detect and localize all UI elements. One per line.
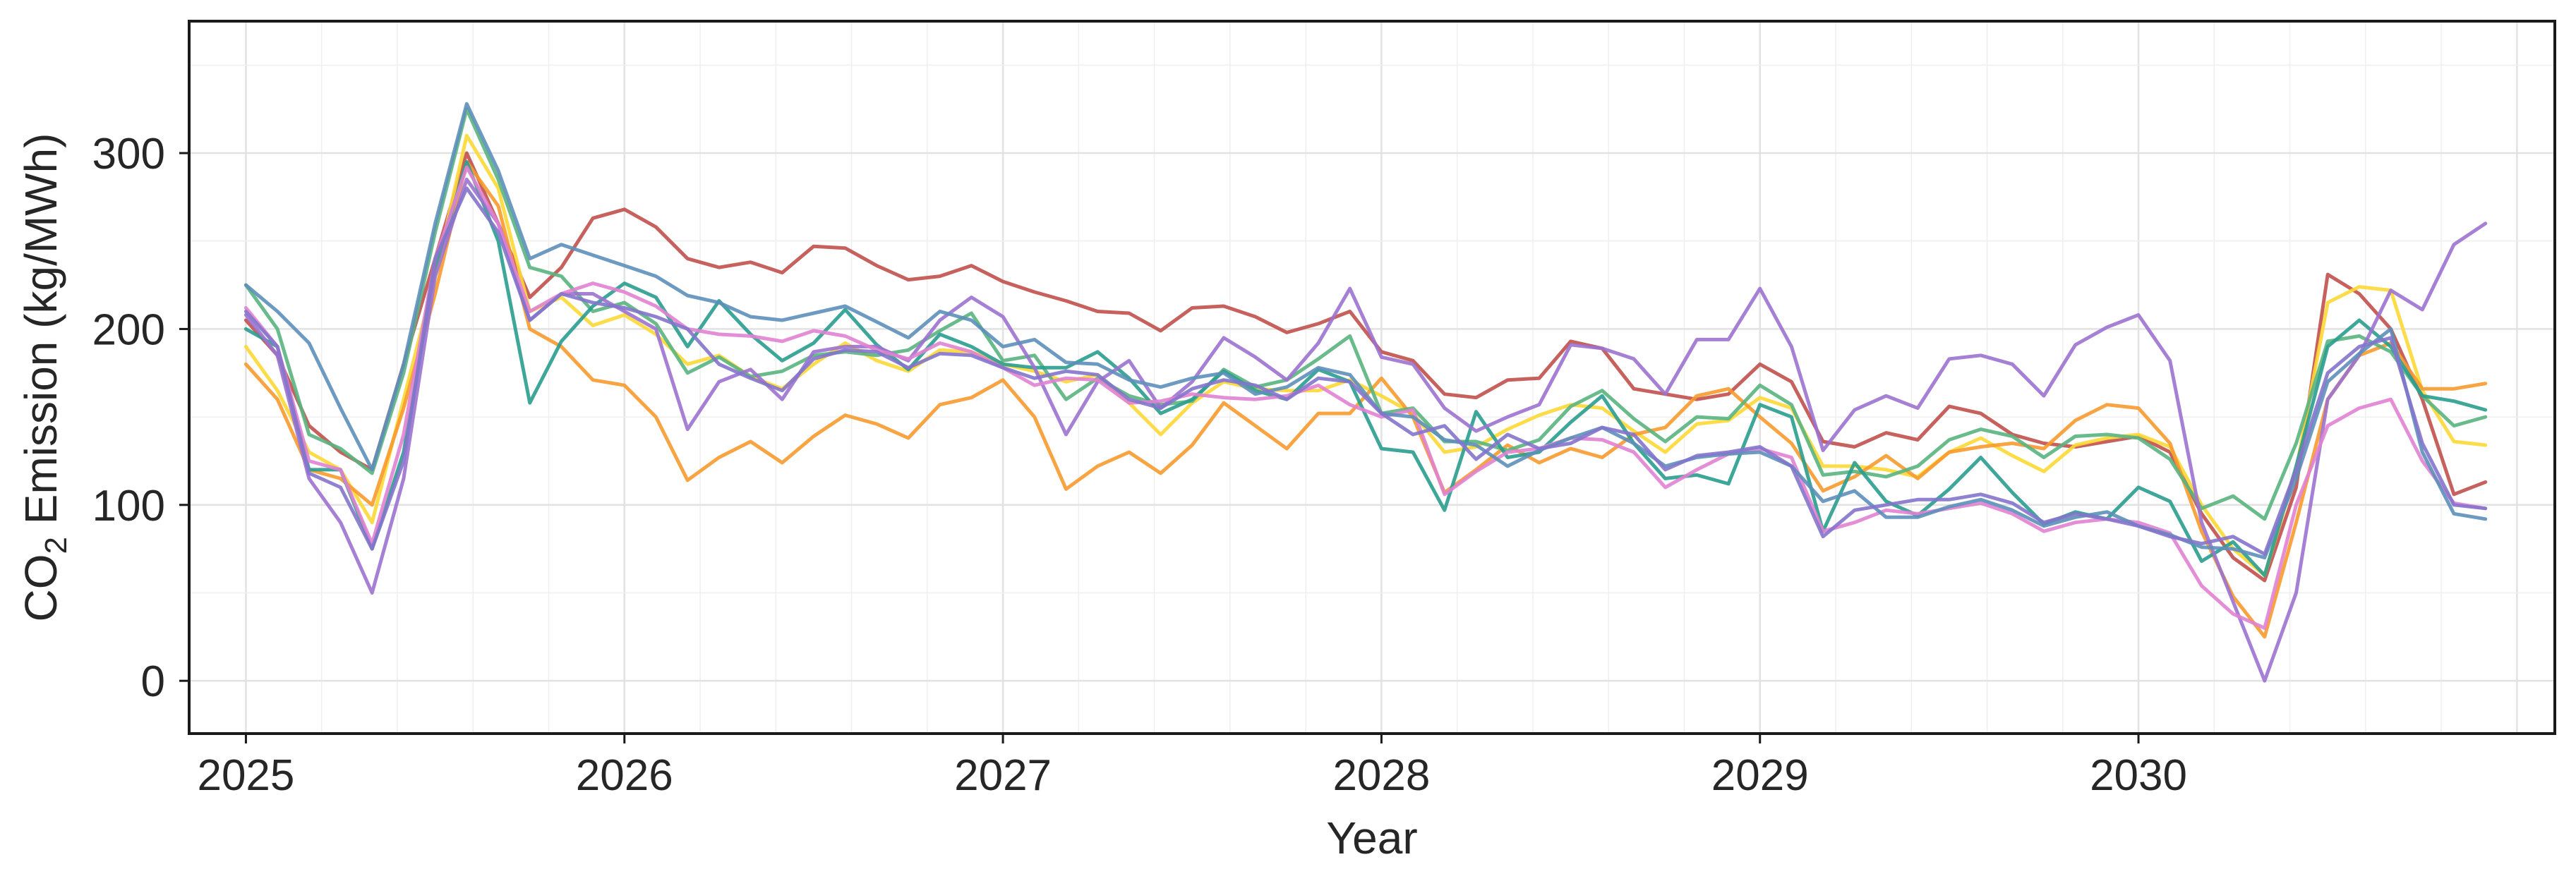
y-axis-title-prefix: CO: [16, 554, 66, 621]
grid-lines: [189, 21, 2555, 734]
plot-frame: [188, 20, 2556, 735]
y-axis-ticks: 0 100 200 300: [92, 130, 189, 706]
series-line-9: [243, 186, 2488, 557]
x-tick-label: 2025: [197, 751, 294, 800]
x-tick-label: 2030: [2090, 751, 2187, 800]
y-axis-title-suffix: Emission (kg/MWh): [16, 133, 66, 537]
x-tick-label: 2029: [1711, 751, 1809, 800]
series-line-8: [243, 102, 2488, 560]
y-tick-label: 200: [92, 305, 165, 354]
x-tick-label: 2026: [576, 751, 673, 800]
x-tick-label: 2027: [954, 751, 1052, 800]
y-tick-label: 100: [92, 482, 165, 530]
series-line-4: [243, 107, 2488, 521]
y-axis-title: CO2 Emission (kg/MWh): [16, 133, 73, 622]
x-axis-ticks: 2025 2026 2027 2028 2029 2030: [197, 734, 2187, 800]
y-tick-label: 300: [92, 130, 165, 178]
series-line-2: [243, 133, 2488, 578]
y-tick-label: 0: [141, 657, 165, 706]
y-axis-title-subscript: 2: [39, 537, 73, 554]
x-tick-label: 2028: [1332, 751, 1430, 800]
series-lines: [243, 102, 2488, 683]
series-line-1: [243, 151, 2488, 583]
x-axis-title: Year: [1326, 813, 1417, 863]
